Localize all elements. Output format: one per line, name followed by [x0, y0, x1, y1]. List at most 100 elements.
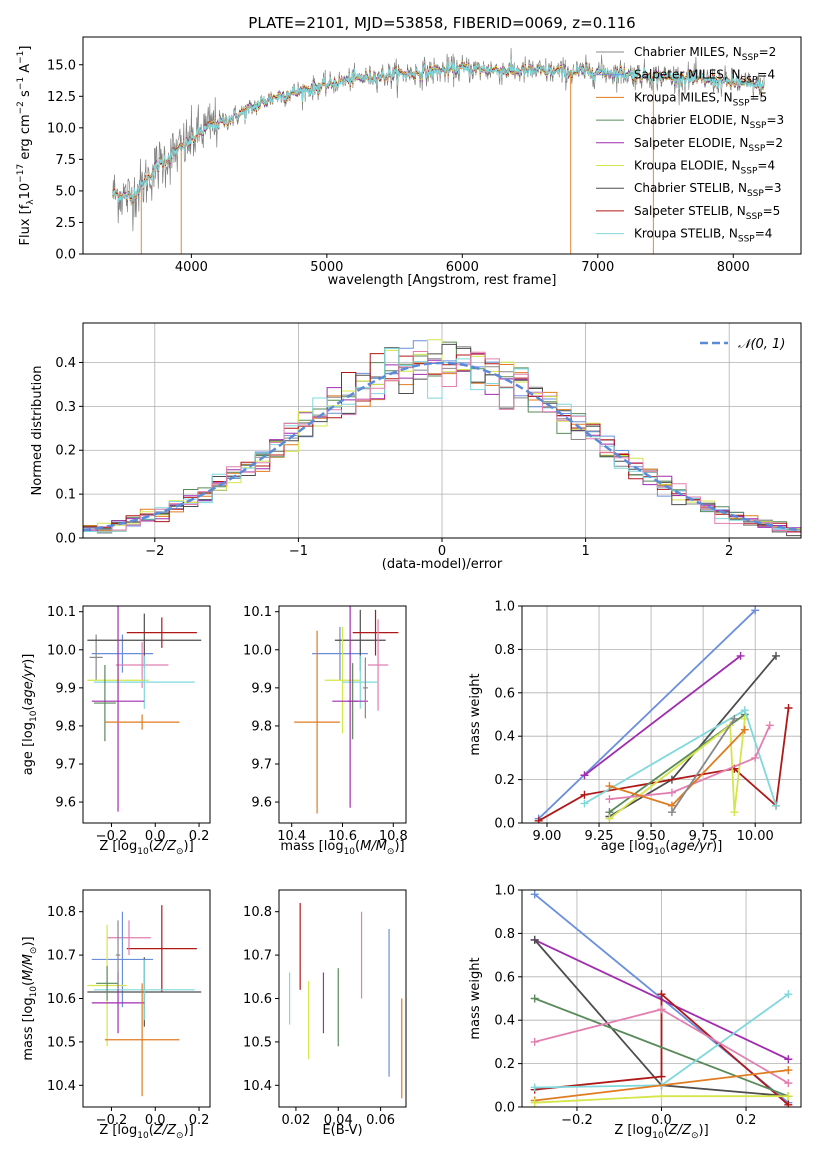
errorbar-point — [294, 630, 340, 814]
weight-point-marker — [730, 808, 739, 817]
legend-label: 𝒩(0, 1) — [738, 337, 785, 352]
errorbar-point — [93, 959, 195, 1021]
x-tick-label: 10.6 — [328, 829, 357, 844]
panel-mass-vs-e-b-v-: 0.02 0.04 0.06 10.4 10.5 10.6 10.7 10.8 E(B-V) — [243, 889, 407, 1138]
axes-frame — [82, 889, 211, 1108]
weight-point-marker — [657, 990, 666, 999]
y-tick-label: 10.0 — [47, 643, 76, 658]
plot-area — [288, 903, 403, 1099]
y-tick-label: 0.2 — [494, 773, 515, 788]
weight-point-marker — [740, 725, 749, 734]
x-tick-label: 0.2 — [736, 1113, 757, 1128]
y-tick-label: 9.8 — [55, 719, 76, 734]
plot-area — [530, 890, 793, 1107]
panel-mass-weight-vs-metallicity: −0.2 0.0 0.2 0.0 0.2 0.4 0.6 0.8 1.0 Z [log10(Z/Z… — [468, 884, 802, 1141]
y-tick-label: 0.2 — [494, 1057, 515, 1072]
x-tick-label: 6000 — [446, 260, 479, 275]
plot-area — [534, 606, 793, 823]
y-tick-label: 0.2 — [55, 444, 76, 459]
x-tick-label: −0.2 — [561, 1113, 593, 1128]
errorbar-point — [107, 920, 151, 956]
weight-point-marker — [784, 990, 793, 999]
normal-curve — [83, 361, 801, 532]
x-tick-label: −0.2 — [96, 829, 128, 844]
legend: Chabrier MILES, NSSP​=2 Salpeter MILES, N… — [596, 45, 784, 245]
x-tick-label: 7000 — [581, 260, 614, 275]
plot-area — [112, 48, 765, 254]
weight-series-line — [671, 718, 736, 813]
weight-point-marker — [784, 1055, 793, 1064]
errorbar-point — [352, 609, 399, 656]
x-axis-label: mass [log10(M/M⊙)] — [280, 839, 404, 857]
plot-area — [87, 606, 202, 812]
y-tick-label: 0.4 — [55, 356, 76, 371]
weight-point-marker — [580, 790, 589, 799]
plot-area — [294, 606, 399, 814]
y-tick-label: 10.7 — [47, 949, 76, 964]
weight-point-marker — [530, 1098, 539, 1107]
errorbar-point — [342, 655, 379, 709]
weight-point-marker — [667, 788, 676, 797]
weight-point-marker — [730, 714, 739, 723]
y-tick-label: 10.0 — [243, 643, 272, 658]
x-tick-label: 10.4 — [277, 829, 306, 844]
y-tick-label: 0.0 — [55, 532, 76, 547]
panel-residual-histogram: −2 −1 0 1 2 0.0 0.1 0.2 0.3 0.4 (data-model)/error… — [30, 322, 802, 572]
errorbar-point — [93, 655, 195, 709]
x-axis-label: Z [log10(Z/Z⊙)] — [99, 839, 193, 857]
weight-point-marker — [530, 994, 539, 1003]
y-tick-label: 5.0 — [55, 184, 76, 199]
legend-label: Salpeter STELIB, NSSP​=5 — [634, 204, 780, 222]
weight-point-marker — [667, 808, 676, 817]
x-tick-label: 0 — [438, 544, 446, 559]
legend-label: Kroupa ELODIE, NSSP​=4 — [634, 159, 775, 177]
plot-area — [83, 339, 801, 537]
x-tick-label: 9.50 — [637, 829, 666, 844]
y-tick-label: 0.4 — [494, 730, 515, 745]
y-tick-label: 1.0 — [494, 600, 515, 615]
y-tick-label: 10.1 — [47, 605, 76, 620]
weight-point-marker — [530, 935, 539, 944]
x-tick-label: 2 — [725, 544, 733, 559]
legend-label: Kroupa MILES, NSSP​=5 — [634, 90, 767, 108]
x-tick-label: 0.06 — [366, 1113, 395, 1128]
y-tick-label: 9.6 — [251, 796, 272, 811]
errorbar-point — [91, 634, 154, 673]
y-tick-label: 7.5 — [55, 153, 76, 168]
y-tick-label: 9.8 — [251, 719, 272, 734]
x-tick-label: 0.0 — [145, 829, 166, 844]
x-tick-label: 9.25 — [585, 829, 614, 844]
weight-point-marker — [765, 721, 774, 730]
errorbar-point — [96, 965, 119, 1001]
x-tick-label: 9.00 — [533, 829, 562, 844]
y-tick-label: 10.6 — [243, 992, 272, 1007]
legend-label: Kroupa STELIB, NSSP​=4 — [634, 227, 772, 245]
weight-point-marker — [772, 651, 781, 660]
legend-label: Chabrier STELIB, NSSP​=3 — [634, 181, 782, 199]
errorbar-point — [89, 634, 103, 681]
legend-label: Chabrier ELODIE, NSSP​=3 — [634, 113, 784, 131]
y-tick-label: 9.7 — [55, 757, 76, 772]
weight-point-marker — [605, 795, 614, 804]
y-tick-label: 10.6 — [47, 992, 76, 1007]
errorbar-point — [367, 619, 389, 711]
weight-series-line — [584, 708, 777, 806]
weight-series-line — [534, 997, 789, 1098]
x-tick-label: 4000 — [175, 260, 208, 275]
weight-point-marker — [605, 814, 614, 823]
weight-point-marker — [657, 1005, 666, 1014]
axes-frame — [82, 36, 802, 255]
x-axis-label: Z [log10(Z/Z⊙)] — [614, 1123, 708, 1141]
weight-series-line — [583, 655, 742, 777]
weight-series-line — [534, 1069, 789, 1102]
weight-point-marker — [534, 816, 543, 823]
panel-mass-vs-metallicity: −0.2 0.0 0.2 10.4 10.5 10.6 10.7 10.8 Z [log10(Z… — [21, 889, 211, 1141]
y-tick-label: 0.8 — [494, 927, 515, 942]
y-tick-label: 10.0 — [47, 121, 76, 136]
weight-point-marker — [580, 771, 589, 780]
x-tick-label: 0.2 — [189, 1113, 210, 1128]
x-tick-label: 10.00 — [737, 829, 774, 844]
x-tick-label: 0.0 — [145, 1113, 166, 1128]
y-tick-label: 9.9 — [55, 681, 76, 696]
